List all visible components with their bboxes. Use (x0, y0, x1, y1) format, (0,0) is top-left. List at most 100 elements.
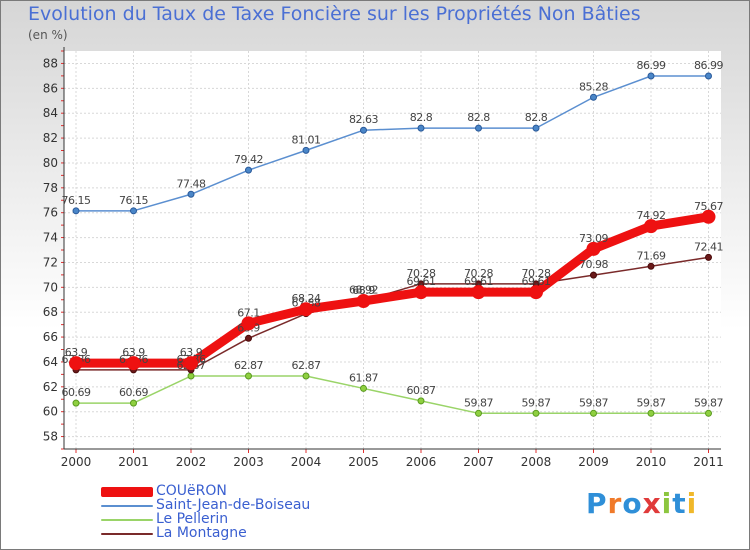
x-tick-label: 2010 (636, 455, 667, 469)
data-label-le-pellerin: 62.87 (292, 359, 321, 372)
data-label-cou-ron: 63.9 (122, 346, 145, 359)
y-tick-label: 76 (43, 206, 58, 220)
x-tick-label: 2006 (406, 455, 437, 469)
point-saint-jean-de-boiseau (532, 124, 540, 132)
legend-item-couer: COUëRON (101, 483, 421, 499)
legend-item-le-pellerin: Le Pellerin (101, 511, 421, 527)
data-label-le-pellerin: 62.87 (234, 359, 263, 372)
data-label-le-pellerin: 59.87 (464, 396, 493, 409)
point-saint-jean-de-boiseau (475, 124, 482, 132)
legend-swatch (101, 533, 153, 535)
point-le-pellerin (475, 409, 482, 417)
data-label-le-pellerin: 60.69 (62, 386, 91, 399)
point-saint-jean-de-boiseau (187, 190, 195, 198)
y-tick-label: 78 (43, 181, 58, 195)
point-saint-jean-de-boiseau (705, 72, 712, 80)
data-label-saint-jean-de-boiseau: 82.8 (467, 111, 490, 124)
point-le-pellerin (647, 409, 655, 417)
x-tick-label: 2005 (348, 455, 379, 469)
y-tick-label: 74 (43, 231, 58, 245)
logo-letter: i (686, 487, 698, 520)
logo-letter: r (607, 487, 623, 520)
point-saint-jean-de-boiseau (360, 126, 367, 134)
series-line-cou-ron (76, 212, 710, 368)
point-cou-ron (471, 285, 486, 300)
legend-label: Le Pellerin (156, 511, 229, 527)
data-label-la-montagne: 70.28 (522, 267, 551, 280)
legend-item-la-montagne: La Montagne (101, 525, 421, 541)
point-cou-ron (356, 293, 371, 308)
data-label-saint-jean-de-boiseau: 82.63 (349, 113, 378, 126)
point-le-pellerin (187, 372, 195, 380)
point-saint-jean-de-boiseau (72, 207, 80, 215)
x-tick-label: 2001 (118, 455, 149, 469)
y-unit-label: (en %) (28, 28, 68, 42)
x-tick-label: 2000 (61, 455, 92, 469)
data-label-le-pellerin: 59.87 (522, 396, 551, 409)
data-label-saint-jean-de-boiseau: 76.15 (119, 194, 148, 207)
data-label-le-pellerin: 60.87 (407, 384, 436, 397)
data-label-le-pellerin: 59.87 (637, 396, 666, 409)
point-saint-jean-de-boiseau (647, 72, 655, 80)
proxiti-logo: Proxiti (586, 487, 697, 520)
series-line-saint-jean-de-boiseau (76, 75, 709, 212)
legend-swatch (101, 519, 153, 521)
data-label-le-pellerin: 60.69 (119, 386, 148, 399)
data-label-cou-ron: 69.61 (407, 275, 436, 288)
logo-letter: o (622, 487, 643, 520)
y-tick-label: 86 (43, 81, 58, 95)
legend-swatch (101, 505, 153, 507)
data-label-saint-jean-de-boiseau: 86.99 (694, 59, 723, 72)
x-tick-label: 2011 (693, 455, 724, 469)
point-cou-ron (414, 285, 428, 300)
x-tick-label: 2009 (578, 455, 609, 469)
series-line-le-pellerin (76, 375, 709, 415)
point-le-pellerin (705, 409, 712, 417)
point-le-pellerin (302, 372, 310, 380)
logo-letter: i (661, 487, 673, 520)
point-le-pellerin (590, 409, 597, 417)
data-label-la-montagne: 68.92 (349, 284, 378, 297)
chart-title: Evolution du Taux de Taxe Foncière sur l… (28, 3, 641, 25)
y-tick-label: 82 (43, 131, 58, 145)
y-tick-label: 80 (43, 156, 58, 170)
point-cou-ron (644, 219, 658, 234)
data-label-la-montagne: 71.69 (637, 249, 666, 262)
point-le-pellerin (532, 409, 540, 417)
data-label-le-pellerin: 59.87 (579, 396, 608, 409)
y-tick-label: 60 (43, 405, 58, 419)
data-label-le-pellerin: 59.87 (694, 396, 723, 409)
legend-swatch (101, 487, 153, 497)
legend-label: Saint-Jean-de-Boiseau (156, 497, 311, 513)
point-cou-ron (184, 356, 198, 371)
legend: COUëRON Saint-Jean-de-Boiseau Le Pelleri… (101, 483, 421, 541)
logo-letter: P (586, 487, 608, 520)
y-tick-label: 62 (43, 380, 58, 394)
y-tick-label: 58 (43, 430, 58, 444)
data-label-cou-ron: 73.09 (579, 232, 608, 245)
legend-label: COUëRON (156, 483, 227, 499)
y-tick-label: 72 (43, 255, 58, 269)
data-label-saint-jean-de-boiseau: 81.01 (292, 133, 321, 146)
data-label-saint-jean-de-boiseau: 82.8 (410, 111, 433, 124)
legend-label: La Montagne (156, 525, 247, 541)
plot-area (64, 51, 721, 449)
point-cou-ron (701, 209, 716, 224)
point-cou-ron (241, 316, 256, 331)
x-tick-label: 2007 (463, 455, 494, 469)
y-tick-label: 84 (43, 106, 58, 120)
x-tick-label: 2003 (233, 455, 264, 469)
data-label-saint-jean-de-boiseau: 82.8 (525, 111, 548, 124)
x-tick-label: 2002 (176, 455, 207, 469)
x-tick-label: 2008 (521, 455, 552, 469)
point-la-montagne (590, 271, 597, 279)
point-saint-jean-de-boiseau (245, 166, 252, 174)
point-la-montagne (647, 262, 655, 270)
data-label-la-montagne: 70.28 (407, 267, 436, 280)
point-cou-ron (586, 241, 601, 256)
data-label-saint-jean-de-boiseau: 79.42 (234, 153, 263, 166)
legend-item-saint-jean: Saint-Jean-de-Boiseau (101, 497, 421, 513)
point-saint-jean-de-boiseau (590, 93, 597, 101)
